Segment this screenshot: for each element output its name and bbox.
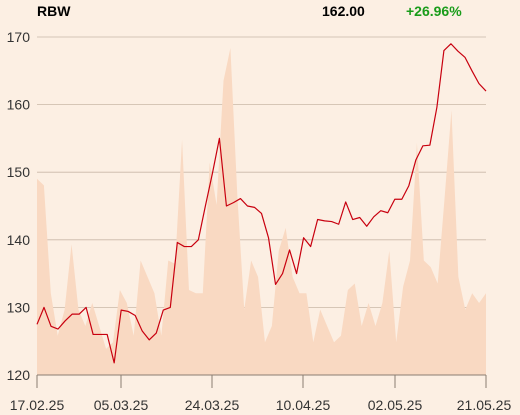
- x-tick-label: 10.04.25: [276, 397, 331, 413]
- price-change: +26.96%: [406, 3, 462, 19]
- y-axis-ticks: 120 130 140 150 160 170: [7, 29, 31, 383]
- volume-area: [37, 48, 486, 375]
- y-tick-label: 120: [7, 367, 31, 383]
- x-tick-label: 21.05.25: [457, 397, 512, 413]
- x-axis: 17.02.25 05.03.25 24.03.25 10.04.25 02.05.25…: [10, 374, 512, 413]
- x-tick-label: 17.02.25: [10, 397, 65, 413]
- price-line: [36, 43, 487, 364]
- y-tick-label: 160: [7, 97, 31, 113]
- x-tick-label: 24.03.25: [185, 397, 240, 413]
- quote-header: RBW 162.00 +26.96%: [0, 0, 520, 22]
- volume-area-shape: [37, 48, 486, 375]
- last-price: 162.00: [322, 3, 365, 19]
- y-tick-label: 130: [7, 299, 31, 315]
- x-tick-label: 02.05.25: [368, 397, 423, 413]
- y-tick-label: 150: [7, 164, 31, 180]
- y-tick-label: 140: [7, 232, 31, 248]
- x-tick-label: 05.03.25: [94, 397, 149, 413]
- y-tick-label: 170: [7, 29, 31, 45]
- ticker-symbol: RBW: [37, 3, 71, 19]
- price-line-group: [36, 43, 487, 364]
